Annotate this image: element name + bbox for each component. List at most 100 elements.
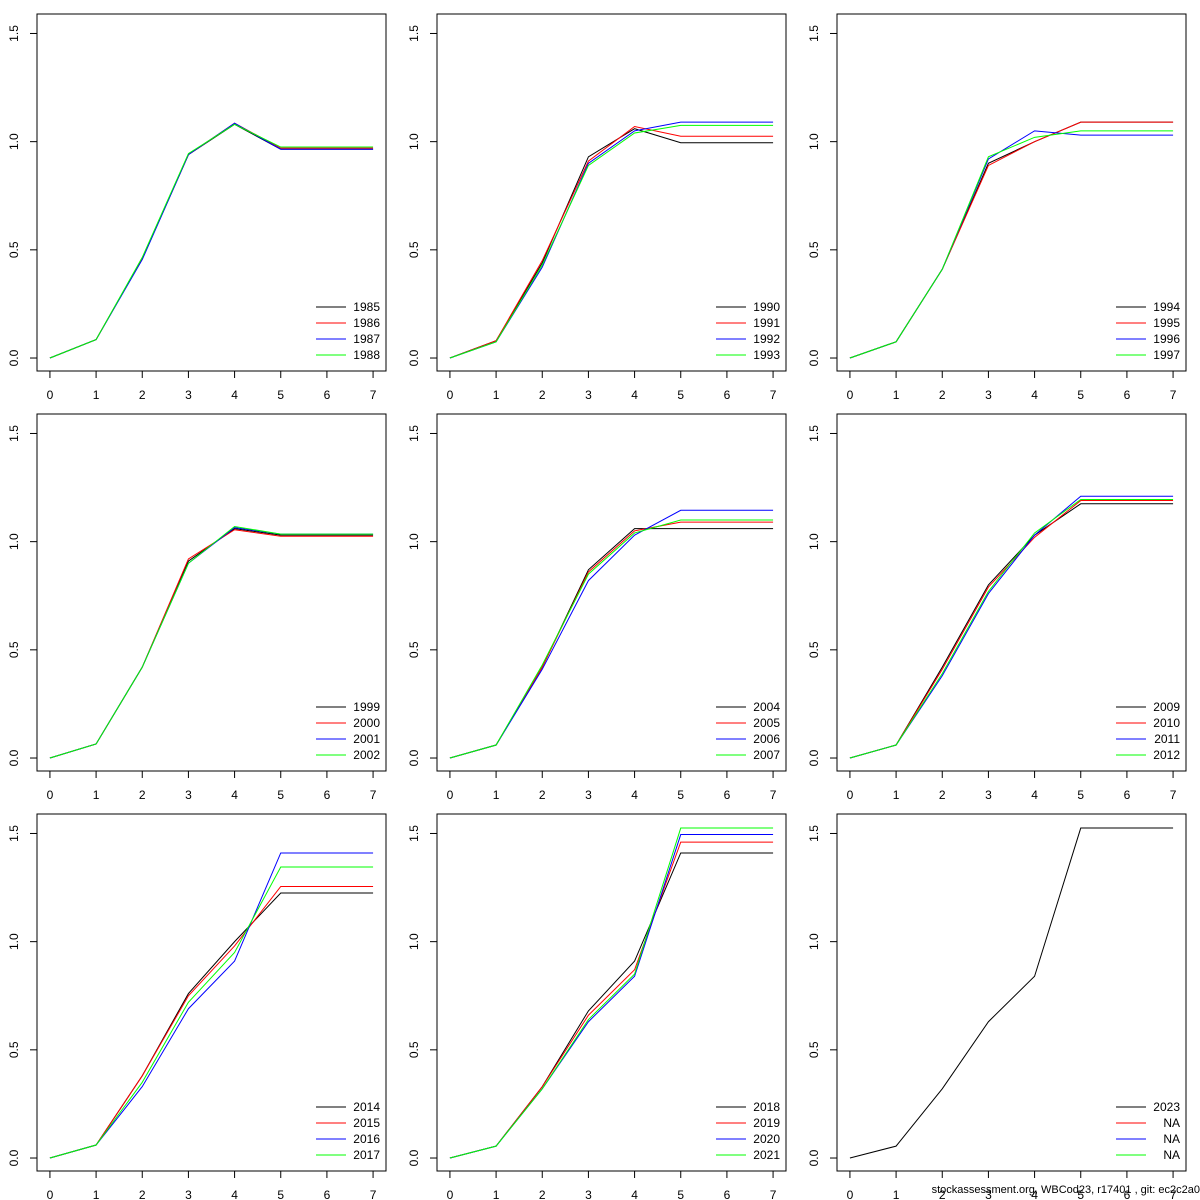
- y-tick-label: 1.0: [7, 533, 21, 550]
- legend-label: 2023: [1153, 1100, 1180, 1114]
- x-tick-label: 5: [1077, 788, 1084, 802]
- legend-label: 2010: [1153, 716, 1180, 730]
- y-tick-label: 1.0: [407, 933, 421, 950]
- panel: 0 1 2 3 4 5 6 7 0.0 0.5 1.0 1.5 2018 2019 2020 2021: [407, 813, 787, 1200]
- plot-frame: [436, 13, 787, 372]
- x-tick-label: 1: [493, 788, 500, 802]
- x-tick-label: 0: [447, 788, 454, 802]
- legend-label: 2001: [353, 732, 380, 746]
- panel: 0 1 2 3 4 5 6 7 0.0 0.5 1.0 1.5 1990 1991 1992 1993: [407, 13, 787, 402]
- y-tick-label: 0.5: [407, 641, 421, 658]
- y-tick-label: 0.0: [7, 749, 21, 766]
- y-tick-label: 0.5: [7, 241, 21, 258]
- y-tick-label: 0.0: [407, 349, 421, 366]
- x-tick-label: 1: [93, 1188, 100, 1200]
- x-tick-label: 3: [185, 1188, 192, 1200]
- legend-label: 1996: [1153, 332, 1180, 346]
- x-tick-label: 5: [277, 388, 284, 402]
- x-tick-label: 4: [1031, 788, 1038, 802]
- x-tick-label: 6: [324, 1188, 331, 1200]
- x-tick-label: 1: [493, 1188, 500, 1200]
- y-tick-label: 0.0: [7, 349, 21, 366]
- series-line: [849, 503, 1174, 759]
- panel: 0 1 2 3 4 5 6 7 0.0 0.5 1.0 1.5 2014 2015 2016 2017: [7, 813, 387, 1200]
- y-tick-label: 1.5: [407, 825, 421, 842]
- plot-frame: [836, 13, 1187, 372]
- x-tick-label: 5: [1077, 388, 1084, 402]
- x-tick-label: 4: [1031, 388, 1038, 402]
- series-line: [49, 525, 374, 759]
- plot-frame: [836, 813, 1187, 1172]
- legend-label: 1995: [1153, 316, 1180, 330]
- x-tick-label: 7: [770, 1188, 777, 1200]
- x-tick-label: 7: [770, 388, 777, 402]
- x-tick-label: 7: [770, 788, 777, 802]
- x-tick-label: 1: [493, 388, 500, 402]
- legend-label: 2017: [353, 1148, 380, 1162]
- legend-label: 2020: [753, 1132, 780, 1146]
- y-tick-label: 0.0: [7, 1149, 21, 1166]
- x-tick-label: 6: [1124, 388, 1131, 402]
- legend-label: 2016: [353, 1132, 380, 1146]
- x-tick-label: 7: [370, 1188, 377, 1200]
- x-tick-label: 0: [47, 1188, 54, 1200]
- x-tick-label: 2: [139, 388, 146, 402]
- series-line: [449, 528, 774, 759]
- y-tick-label: 1.5: [807, 825, 821, 842]
- legend-label: 2000: [353, 716, 380, 730]
- x-tick-label: 1: [93, 388, 100, 402]
- x-tick-label: 2: [539, 388, 546, 402]
- x-tick-label: 7: [370, 788, 377, 802]
- legend-label: 1994: [1153, 300, 1180, 314]
- legend-label: 1992: [753, 332, 780, 346]
- legend-label: NA: [1163, 1116, 1180, 1130]
- series-line: [849, 827, 1174, 1159]
- legend-label: 2021: [753, 1148, 780, 1162]
- y-tick-label: 1.5: [807, 425, 821, 442]
- legend-label: 2009: [1153, 700, 1180, 714]
- series-line: [849, 500, 1174, 759]
- panel: 0 1 2 3 4 5 6 7 0.0 0.5 1.0 1.5 1994 1995 1996 1997: [807, 13, 1187, 402]
- y-tick-label: 0.5: [807, 641, 821, 658]
- series-line: [449, 827, 774, 1159]
- legend-label: 1985: [353, 300, 380, 314]
- series-line: [49, 852, 374, 1159]
- x-tick-label: 7: [1170, 788, 1177, 802]
- panel: 0 1 2 3 4 5 6 7 0.0 0.5 1.0 1.5 2023 NA NA NA: [807, 813, 1187, 1200]
- legend-label: 2011: [1154, 732, 1180, 746]
- legend-label: NA: [1163, 1148, 1180, 1162]
- x-tick-label: 2: [139, 1188, 146, 1200]
- legend-label: 2012: [1153, 748, 1180, 762]
- y-tick-label: 0.0: [407, 1149, 421, 1166]
- y-tick-label: 0.0: [807, 1149, 821, 1166]
- series-line: [49, 529, 374, 759]
- legend-label: 2004: [753, 700, 780, 714]
- y-tick-label: 1.5: [7, 825, 21, 842]
- x-tick-label: 4: [631, 388, 638, 402]
- x-tick-label: 4: [631, 788, 638, 802]
- x-tick-label: 1: [893, 788, 900, 802]
- legend-label: 2002: [353, 748, 380, 762]
- series-line: [49, 123, 374, 359]
- y-tick-label: 0.0: [807, 349, 821, 366]
- x-tick-label: 0: [847, 388, 854, 402]
- x-tick-label: 6: [1124, 1188, 1131, 1200]
- series-line: [49, 885, 374, 1159]
- legend-label: 2005: [753, 716, 780, 730]
- x-tick-label: 0: [847, 788, 854, 802]
- legend-label: 1993: [753, 348, 780, 362]
- panel: 0 1 2 3 4 5 6 7 0.0 0.5 1.0 1.5 1999 2000 2001 2002: [7, 413, 387, 802]
- legend-label: 1997: [1153, 348, 1180, 362]
- y-tick-label: 1.5: [407, 25, 421, 42]
- y-tick-label: 0.5: [407, 1041, 421, 1058]
- x-tick-label: 5: [677, 1188, 684, 1200]
- legend-label: 2014: [353, 1100, 380, 1114]
- series-line: [849, 498, 1174, 759]
- y-tick-label: 1.0: [7, 933, 21, 950]
- x-tick-label: 5: [1077, 1188, 1084, 1200]
- x-tick-label: 5: [677, 388, 684, 402]
- series-line: [449, 519, 774, 759]
- legend-label: NA: [1163, 1132, 1180, 1146]
- series-line: [49, 866, 374, 1159]
